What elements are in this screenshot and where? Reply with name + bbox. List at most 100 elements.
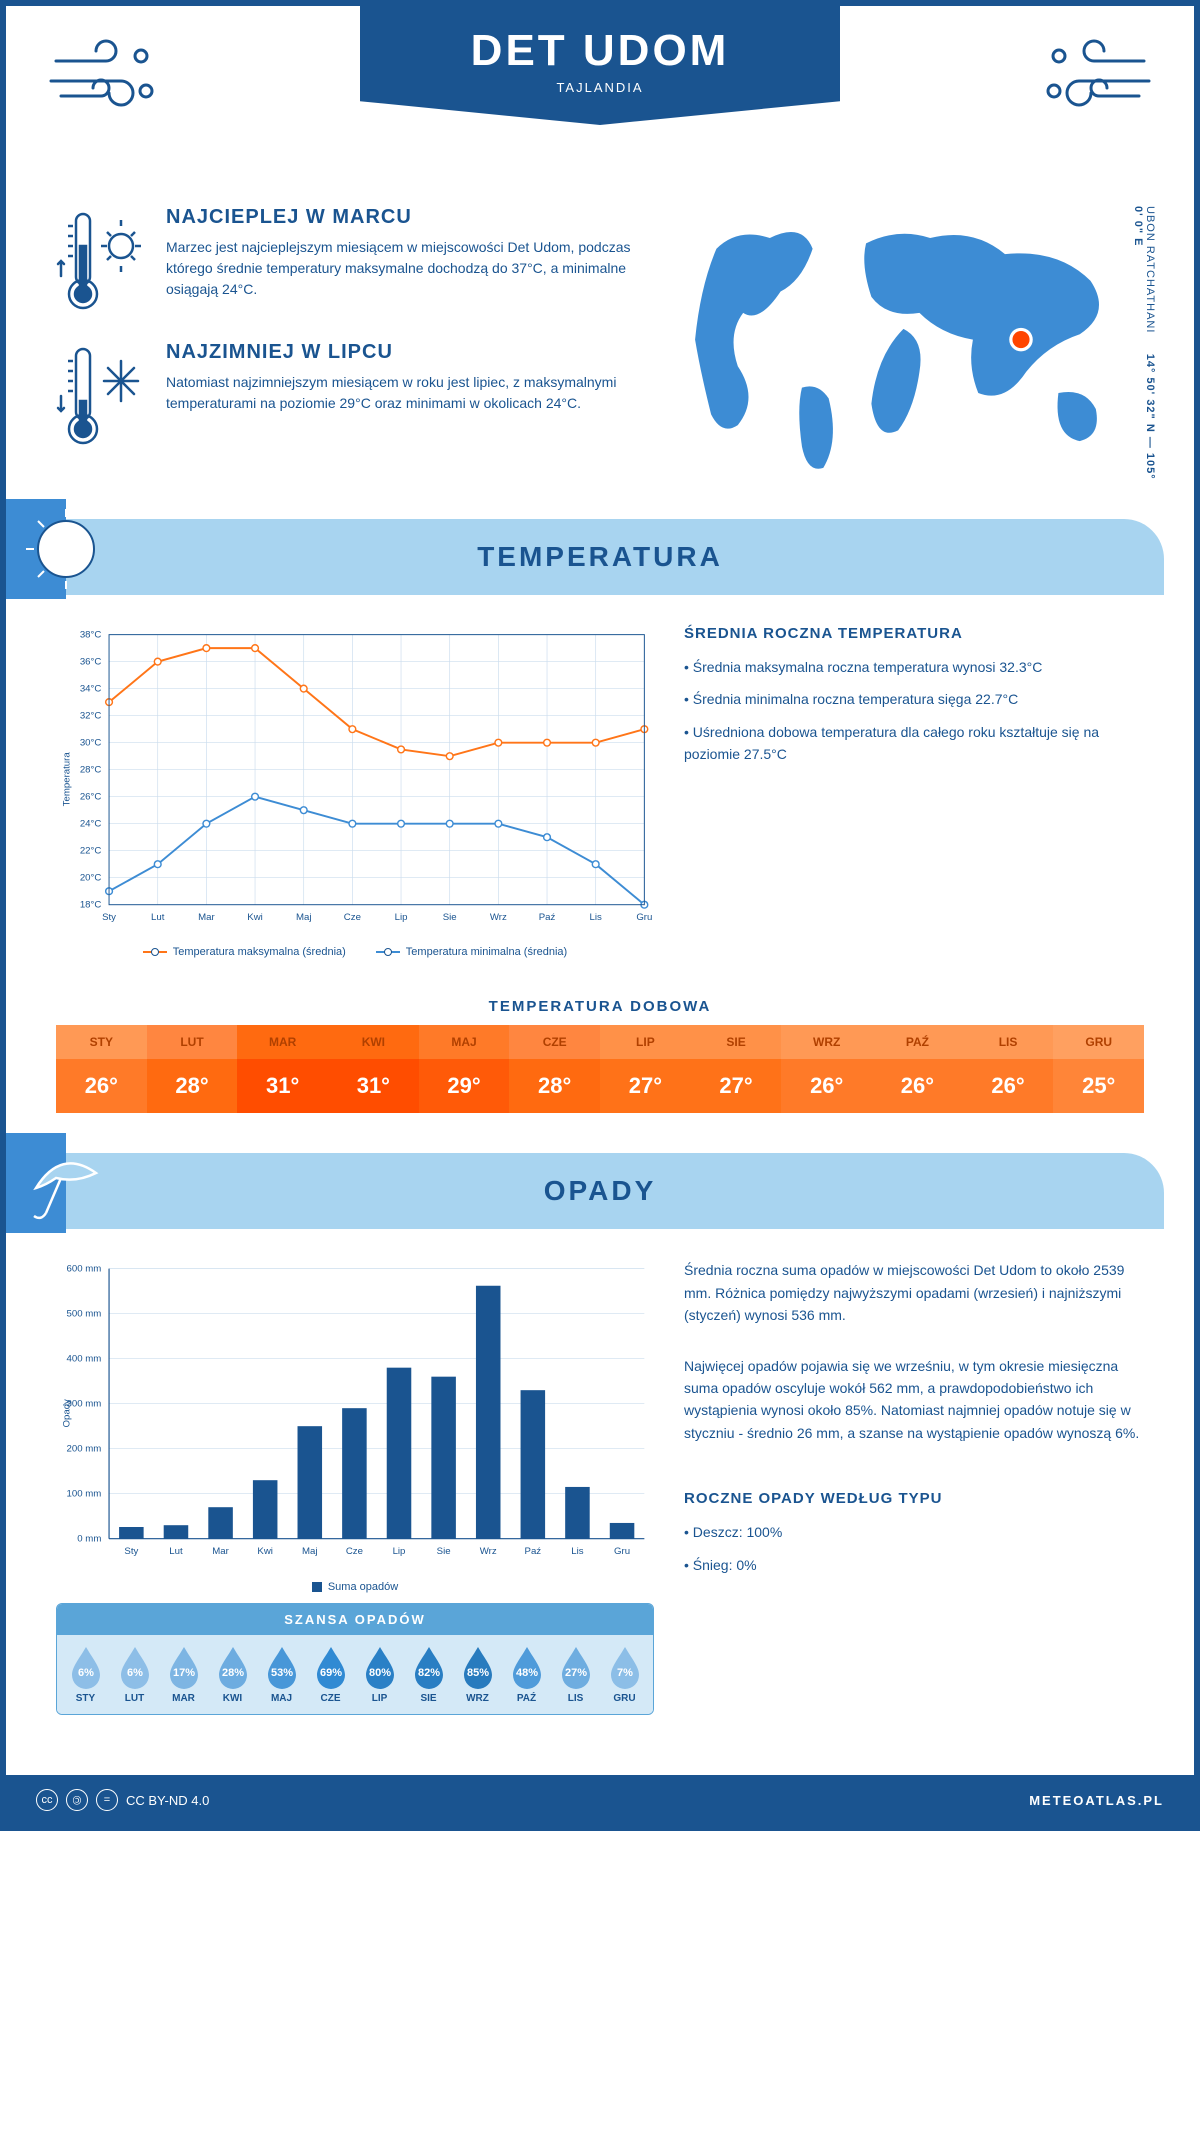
temp-cell: LIS 26°	[963, 1025, 1054, 1113]
temperature-line-chart: 18°C20°C22°C24°C26°C28°C30°C32°C34°C36°C…	[56, 625, 654, 934]
page: DET UDOM TAJLANDIA	[0, 0, 1200, 1831]
svg-text:600 mm: 600 mm	[67, 1264, 102, 1275]
cold-title: NAJZIMNIEJ W LIPCU	[166, 341, 633, 364]
license-text: CC BY-ND 4.0	[126, 1793, 209, 1808]
legend-min: Temperatura minimalna (średnia)	[376, 946, 567, 958]
chance-cell: 85% WRZ	[453, 1645, 502, 1704]
temp-cell: CZE 28°	[509, 1025, 600, 1113]
svg-text:28°C: 28°C	[80, 764, 102, 775]
chance-cell: 17% MAR	[159, 1645, 208, 1704]
precipitation-chance-box: SZANSA OPADÓW 6% STY 6% LUT 17% MAR 28% …	[56, 1603, 654, 1715]
map-box: UBON RATCHATHANI 14° 50' 32" N — 105° 0'…	[663, 206, 1144, 489]
chance-cell: 7% GRU	[600, 1645, 649, 1704]
drop-icon: 17%	[167, 1645, 201, 1689]
precipitation-summary: Średnia roczna suma opadów w miejscowośc…	[684, 1259, 1144, 1715]
thermometer-hot-icon	[56, 206, 146, 316]
precip-text2: Najwięcej opadów pojawia się we wrześniu…	[684, 1355, 1144, 1445]
svg-text:7%: 7%	[617, 1667, 633, 1679]
city-title: DET UDOM	[360, 26, 840, 76]
drop-icon: 6%	[69, 1645, 103, 1689]
svg-text:500 mm: 500 mm	[67, 1309, 102, 1320]
license: cc 🄯 = CC BY-ND 4.0	[36, 1789, 209, 1811]
drop-icon: 85%	[461, 1645, 495, 1689]
cold-fact: NAJZIMNIEJ W LIPCU Natomiast najzimniejs…	[56, 341, 633, 451]
svg-text:69%: 69%	[319, 1667, 341, 1679]
umbrella-icon	[6, 1133, 126, 1233]
svg-text:Cze: Cze	[346, 1547, 363, 1558]
drop-icon: 6%	[118, 1645, 152, 1689]
svg-text:30°C: 30°C	[80, 737, 102, 748]
temp-cell: KWI 31°	[328, 1025, 419, 1113]
temperature-title: TEMPERATURA	[477, 541, 723, 572]
temp-cell: LUT 28°	[147, 1025, 238, 1113]
svg-text:Temperatura: Temperatura	[62, 752, 73, 807]
precipitation-bar-chart: 0 mm100 mm200 mm300 mm400 mm500 mm600 mm…	[56, 1259, 654, 1568]
daily-temp-table: STY 26° LUT 28° MAR 31° KWI 31° MAJ 29° …	[56, 1025, 1144, 1113]
region-label: UBON RATCHATHANI	[1144, 206, 1156, 333]
svg-text:6%: 6%	[127, 1667, 143, 1679]
thermometer-cold-icon	[56, 341, 146, 451]
chance-row: 6% STY 6% LUT 17% MAR 28% KWI 53% MAJ 69…	[57, 1635, 653, 1714]
svg-text:85%: 85%	[466, 1667, 488, 1679]
temp-cell: MAR 31°	[237, 1025, 328, 1113]
drop-icon: 28%	[216, 1645, 250, 1689]
temp-cell: WRZ 26°	[781, 1025, 872, 1113]
svg-text:Sie: Sie	[443, 912, 457, 923]
header: DET UDOM TAJLANDIA	[6, 6, 1194, 186]
chance-cell: 6% LUT	[110, 1645, 159, 1704]
temp-summary-line: • Średnia minimalna roczna temperatura s…	[684, 688, 1144, 710]
svg-text:Lis: Lis	[590, 912, 602, 923]
temperature-summary: ŚREDNIA ROCZNA TEMPERATURA • Średnia mak…	[684, 625, 1144, 959]
site-name: METEOATLAS.PL	[1029, 1793, 1164, 1808]
bytype-line: • Śnieg: 0%	[684, 1554, 1144, 1576]
temp-cell: MAJ 29°	[419, 1025, 510, 1113]
precip-text1: Średnia roczna suma opadów w miejscowośc…	[684, 1259, 1144, 1326]
chance-cell: 69% CZE	[306, 1645, 355, 1704]
svg-text:6%: 6%	[78, 1667, 94, 1679]
temp-cell: LIP 27°	[600, 1025, 691, 1113]
chance-cell: 6% STY	[61, 1645, 110, 1704]
country-subtitle: TAJLANDIA	[360, 80, 840, 95]
bytype-title: ROCZNE OPADY WEDŁUG TYPU	[684, 1490, 1144, 1507]
precipitation-legend: Suma opadów	[56, 1581, 654, 1593]
chance-cell: 48% PAŹ	[502, 1645, 551, 1704]
svg-text:24°C: 24°C	[80, 818, 102, 829]
svg-text:Paź: Paź	[539, 912, 556, 923]
svg-text:Lis: Lis	[571, 1547, 583, 1558]
svg-text:Mar: Mar	[212, 1547, 229, 1558]
temperature-header: TEMPERATURA	[36, 519, 1164, 595]
svg-text:Wrz: Wrz	[490, 912, 507, 923]
precipitation-chart-box: 0 mm100 mm200 mm300 mm400 mm500 mm600 mm…	[56, 1259, 654, 1715]
temp-summary-line: • Średnia maksymalna roczna temperatura …	[684, 656, 1144, 678]
svg-text:17%: 17%	[172, 1667, 194, 1679]
cold-desc: Natomiast najzimniejszym miesiącem w rok…	[166, 372, 633, 414]
svg-text:38°C: 38°C	[80, 629, 102, 640]
temperature-row: 18°C20°C22°C24°C26°C28°C30°C32°C34°C36°C…	[6, 595, 1194, 989]
cc-icon: cc	[36, 1789, 58, 1811]
hot-desc: Marzec jest najcieplejszym miesiącem w m…	[166, 237, 633, 300]
climate-facts: NAJCIEPLEJ W MARCU Marzec jest najcieple…	[56, 206, 633, 489]
temperature-legend: Temperatura maksymalna (średnia) Tempera…	[56, 946, 654, 958]
temp-cell: GRU 25°	[1053, 1025, 1144, 1113]
by-icon: 🄯	[66, 1789, 88, 1811]
svg-text:28%: 28%	[221, 1667, 243, 1679]
svg-text:400 mm: 400 mm	[67, 1354, 102, 1365]
temp-summary-line: • Uśredniona dobowa temperatura dla całe…	[684, 721, 1144, 766]
svg-text:48%: 48%	[515, 1667, 537, 1679]
svg-text:Lip: Lip	[395, 912, 408, 923]
svg-text:Kwi: Kwi	[257, 1547, 273, 1558]
svg-text:Gru: Gru	[636, 912, 652, 923]
hot-title: NAJCIEPLEJ W MARCU	[166, 206, 633, 229]
svg-text:Kwi: Kwi	[247, 912, 263, 923]
drop-icon: 53%	[265, 1645, 299, 1689]
svg-text:Maj: Maj	[296, 912, 312, 923]
coordinates: UBON RATCHATHANI 14° 50' 32" N — 105° 0'…	[1132, 206, 1156, 489]
svg-text:Wrz: Wrz	[480, 1547, 497, 1558]
chance-cell: 53% MAJ	[257, 1645, 306, 1704]
svg-text:27%: 27%	[564, 1667, 586, 1679]
svg-text:Maj: Maj	[302, 1547, 318, 1558]
wind-icon	[1024, 36, 1154, 116]
svg-text:Paź: Paź	[525, 1547, 542, 1558]
precipitation-title: OPADY	[544, 1175, 657, 1206]
precipitation-row: 0 mm100 mm200 mm300 mm400 mm500 mm600 mm…	[6, 1229, 1194, 1745]
